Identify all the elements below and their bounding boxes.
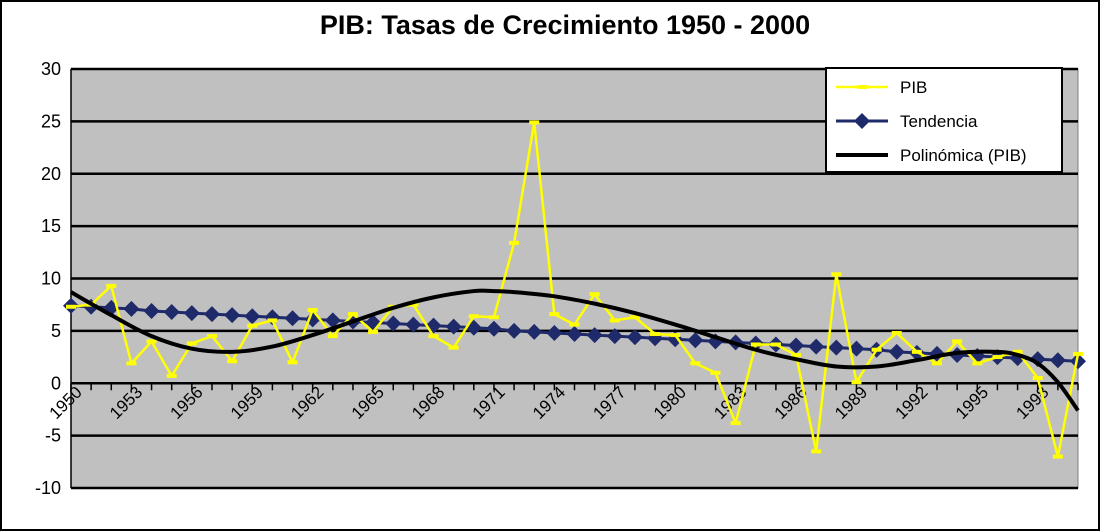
- pib-point: [891, 330, 902, 335]
- tendencia-point: [808, 338, 825, 355]
- tendencia-point: [163, 304, 180, 321]
- legend-tendencia-marker: [854, 113, 870, 129]
- pib-point: [1073, 351, 1083, 356]
- pib-point: [166, 373, 177, 378]
- pib-point: [126, 361, 137, 366]
- tendencia-point: [506, 322, 523, 339]
- legend: PIB Tendencia Polinómica (PIB): [825, 67, 1063, 173]
- pib-point: [609, 318, 620, 323]
- pib-point: [106, 283, 117, 288]
- tendencia-point: [123, 300, 140, 317]
- pib-point: [629, 315, 640, 320]
- y-tick-label: 30: [41, 59, 61, 79]
- pib-point: [509, 240, 520, 245]
- y-tick-label: 15: [41, 216, 61, 236]
- tendencia-point: [244, 308, 261, 325]
- tendencia-point: [526, 323, 543, 340]
- tendencia-point: [284, 310, 301, 327]
- pib-point: [549, 312, 560, 317]
- tendencia-point: [224, 307, 241, 324]
- pib-point: [408, 302, 419, 307]
- tendencia-point: [445, 318, 462, 335]
- y-tick-label: -5: [45, 426, 61, 446]
- legend-label: PIB: [900, 78, 927, 97]
- pib-point: [972, 361, 983, 366]
- pib-point: [932, 361, 943, 366]
- pib-point: [529, 120, 540, 125]
- pib-point: [1052, 454, 1063, 459]
- legend-label: Polinómica (PIB): [900, 146, 1027, 165]
- y-tick-label: 10: [41, 269, 61, 289]
- pib-point: [347, 312, 358, 317]
- tendencia-point: [828, 339, 845, 356]
- pib-point: [730, 421, 741, 426]
- tendencia-point: [626, 329, 643, 346]
- pib-point: [670, 333, 681, 338]
- pib-point: [690, 361, 701, 366]
- pib-point: [952, 339, 963, 344]
- tendencia-point: [143, 302, 160, 319]
- legend-pib-marker: [857, 85, 867, 89]
- pib-point: [710, 370, 721, 375]
- axes: [70, 69, 1079, 488]
- pib-point: [811, 449, 822, 454]
- pib-point: [871, 347, 882, 352]
- pib-point: [770, 342, 781, 347]
- series-layer: [63, 120, 1086, 459]
- pib-point: [569, 322, 580, 327]
- pib-point: [488, 315, 499, 320]
- pib-point: [650, 332, 661, 337]
- pib-point: [267, 318, 278, 323]
- tendencia-point: [385, 315, 402, 332]
- pib-point: [831, 272, 842, 277]
- pib-point: [589, 292, 600, 297]
- pib-point: [468, 314, 479, 319]
- pib-point: [992, 355, 1003, 360]
- pib-point: [851, 380, 862, 385]
- tendencia-point: [203, 306, 220, 323]
- tendencia-point: [546, 324, 563, 341]
- pib-point: [1032, 376, 1043, 381]
- y-tick-label: 5: [51, 321, 61, 341]
- pib-point: [186, 341, 197, 346]
- pib-point: [307, 307, 318, 312]
- chart-title: PIB: Tasas de Crecimiento 1950 - 2000: [320, 10, 810, 40]
- tendencia-point: [848, 340, 865, 357]
- pib-point: [448, 345, 459, 350]
- pib-point: [911, 349, 922, 354]
- pib-point: [227, 359, 238, 364]
- tendencia-point: [324, 312, 341, 329]
- tendencia-point: [1070, 353, 1086, 370]
- pib-point: [146, 339, 157, 344]
- tendencia-point: [405, 316, 422, 333]
- tendencia-point: [888, 343, 905, 360]
- pib-point: [428, 334, 439, 339]
- pib-point: [1012, 349, 1023, 354]
- pib-point: [66, 304, 76, 309]
- y-tick-label: -10: [35, 478, 61, 498]
- tendencia-point: [183, 305, 200, 322]
- tendencia-point: [1049, 352, 1066, 369]
- y-tick-label: 0: [51, 373, 61, 393]
- tendencia-point: [586, 327, 603, 344]
- legend-label: Tendencia: [900, 112, 978, 131]
- tendencia-point: [687, 332, 704, 349]
- tendencia-point: [788, 337, 805, 354]
- tendencia-point: [606, 328, 623, 345]
- pib-point: [327, 334, 338, 339]
- pib-point: [791, 352, 802, 357]
- y-tick-label: 25: [41, 111, 61, 131]
- pib-point: [247, 323, 258, 328]
- pib-point: [750, 342, 761, 347]
- tendencia-point: [566, 326, 583, 343]
- pib-point: [206, 334, 217, 339]
- y-tick-label: 20: [41, 164, 61, 184]
- pib-point: [287, 360, 298, 365]
- y-tick-labels: -10 -5 0 5 10 15 20 25 30: [35, 59, 61, 498]
- pib-point: [368, 329, 379, 334]
- tendencia-point: [485, 320, 502, 337]
- series-polinomica-line: [70, 288, 1080, 412]
